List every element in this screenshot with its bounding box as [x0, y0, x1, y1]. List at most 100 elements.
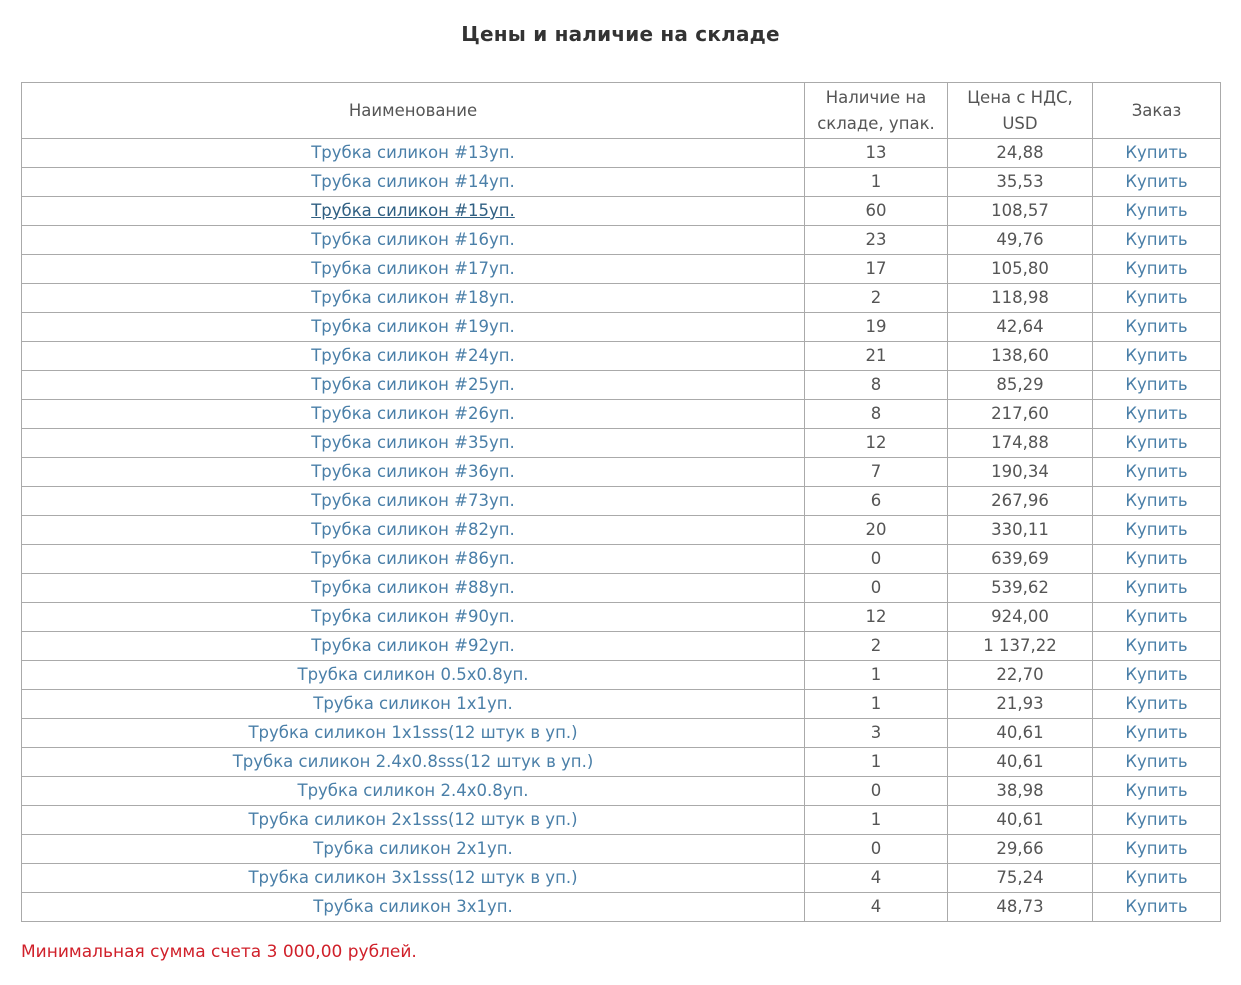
product-link[interactable]: Трубка силикон #92уп. — [311, 636, 515, 655]
table-header-row: Наименование Наличие на складе, упак. Це… — [21, 82, 1221, 139]
buy-link[interactable]: Купить — [1125, 549, 1188, 568]
table-row: Трубка силикон #82уп. 20 330,11 Купить — [21, 515, 1221, 545]
cell-price: 105,80 — [947, 254, 1093, 284]
product-link[interactable]: Трубка силикон #16уп. — [311, 230, 515, 249]
cell-stock: 7 — [804, 457, 948, 487]
product-link[interactable]: Трубка силикон #17уп. — [311, 259, 515, 278]
buy-link[interactable]: Купить — [1125, 839, 1188, 858]
product-link[interactable]: Трубка силикон #86уп. — [311, 549, 515, 568]
cell-name: Трубка силикон #18уп. — [21, 283, 805, 313]
cell-price: 174,88 — [947, 428, 1093, 458]
buy-link[interactable]: Купить — [1125, 172, 1188, 191]
buy-link[interactable]: Купить — [1125, 288, 1188, 307]
cell-order: Купить — [1092, 631, 1221, 661]
cell-price: 217,60 — [947, 399, 1093, 429]
header-stock: Наличие на складе, упак. — [804, 82, 948, 139]
cell-stock: 6 — [804, 486, 948, 516]
buy-link[interactable]: Купить — [1125, 433, 1188, 452]
cell-stock: 2 — [804, 283, 948, 313]
product-link[interactable]: Трубка силикон #15уп. — [311, 201, 515, 220]
buy-link[interactable]: Купить — [1125, 201, 1188, 220]
product-link[interactable]: Трубка силикон 3x1уп. — [313, 897, 513, 916]
product-link[interactable]: Трубка силикон 0.5x0.8уп. — [297, 665, 529, 684]
cell-price: 35,53 — [947, 167, 1093, 197]
product-link[interactable]: Трубка силикон 2x1sss(12 штук в уп.) — [248, 810, 578, 829]
cell-price: 85,29 — [947, 370, 1093, 400]
cell-name: Трубка силикон #92уп. — [21, 631, 805, 661]
cell-price: 1 137,22 — [947, 631, 1093, 661]
buy-link[interactable]: Купить — [1125, 143, 1188, 162]
cell-name: Трубка силикон #19уп. — [21, 312, 805, 342]
cell-order: Купить — [1092, 370, 1221, 400]
buy-link[interactable]: Купить — [1125, 752, 1188, 771]
table-row: Трубка силикон #36уп. 7 190,34 Купить — [21, 457, 1221, 487]
table-row: Трубка силикон #16уп. 23 49,76 Купить — [21, 225, 1221, 255]
buy-link[interactable]: Купить — [1125, 607, 1188, 626]
buy-link[interactable]: Купить — [1125, 723, 1188, 742]
cell-price: 138,60 — [947, 341, 1093, 371]
product-link[interactable]: Трубка силикон 1x1уп. — [313, 694, 513, 713]
cell-name: Трубка силикон #35уп. — [21, 428, 805, 458]
cell-order: Купить — [1092, 138, 1221, 168]
product-link[interactable]: Трубка силикон #18уп. — [311, 288, 515, 307]
product-link[interactable]: Трубка силикон #26уп. — [311, 404, 515, 423]
buy-link[interactable]: Купить — [1125, 259, 1188, 278]
cell-price: 639,69 — [947, 544, 1093, 574]
cell-name: Трубка силикон 1x1sss(12 штук в уп.) — [21, 718, 805, 748]
buy-link[interactable]: Купить — [1125, 491, 1188, 510]
product-link[interactable]: Трубка силикон 2x1уп. — [313, 839, 513, 858]
cell-name: Трубка силикон #13уп. — [21, 138, 805, 168]
product-link[interactable]: Трубка силикон #24уп. — [311, 346, 515, 365]
table-row: Трубка силикон #24уп. 21 138,60 Купить — [21, 341, 1221, 371]
cell-order: Купить — [1092, 196, 1221, 226]
buy-link[interactable]: Купить — [1125, 636, 1188, 655]
product-link[interactable]: Трубка силикон 2.4x0.8уп. — [297, 781, 529, 800]
product-link[interactable]: Трубка силикон #14уп. — [311, 172, 515, 191]
cell-stock: 0 — [804, 834, 948, 864]
buy-link[interactable]: Купить — [1125, 462, 1188, 481]
table-row: Трубка силикон 1x1sss(12 штук в уп.) 3 40,… — [21, 718, 1221, 748]
header-name: Наименование — [21, 82, 805, 139]
product-link[interactable]: Трубка силикон 3x1sss(12 штук в уп.) — [248, 868, 578, 887]
product-link[interactable]: Трубка силикон #25уп. — [311, 375, 515, 394]
cell-name: Трубка силикон #82уп. — [21, 515, 805, 545]
buy-link[interactable]: Купить — [1125, 317, 1188, 336]
buy-link[interactable]: Купить — [1125, 578, 1188, 597]
product-link[interactable]: Трубка силикон #36уп. — [311, 462, 515, 481]
cell-name: Трубка силикон #17уп. — [21, 254, 805, 284]
product-link[interactable]: Трубка силикон #19уп. — [311, 317, 515, 336]
table-row: Трубка силикон #13уп. 13 24,88 Купить — [21, 138, 1221, 168]
table-row: Трубка силикон 2x1уп. 0 29,66 Купить — [21, 834, 1221, 864]
buy-link[interactable]: Купить — [1125, 868, 1188, 887]
product-link[interactable]: Трубка силикон #88уп. — [311, 578, 515, 597]
cell-stock: 20 — [804, 515, 948, 545]
product-link[interactable]: Трубка силикон #35уп. — [311, 433, 515, 452]
cell-order: Купить — [1092, 544, 1221, 574]
buy-link[interactable]: Купить — [1125, 520, 1188, 539]
table-row: Трубка силикон 2x1sss(12 штук в уп.) 1 40,… — [21, 805, 1221, 835]
table-row: Трубка силикон #15уп. 60 108,57 Купить — [21, 196, 1221, 226]
cell-name: Трубка силикон #24уп. — [21, 341, 805, 371]
buy-link[interactable]: Купить — [1125, 897, 1188, 916]
product-link[interactable]: Трубка силикон #13уп. — [311, 143, 515, 162]
cell-name: Трубка силикон 2.4x0.8sss(12 штук в уп.) — [21, 747, 805, 777]
buy-link[interactable]: Купить — [1125, 346, 1188, 365]
product-link[interactable]: Трубка силикон #82уп. — [311, 520, 515, 539]
buy-link[interactable]: Купить — [1125, 375, 1188, 394]
buy-link[interactable]: Купить — [1125, 230, 1188, 249]
cell-stock: 1 — [804, 747, 948, 777]
buy-link[interactable]: Купить — [1125, 810, 1188, 829]
buy-link[interactable]: Купить — [1125, 694, 1188, 713]
cell-order: Купить — [1092, 863, 1221, 893]
product-link[interactable]: Трубка силикон #90уп. — [311, 607, 515, 626]
product-link[interactable]: Трубка силикон 1x1sss(12 штук в уп.) — [248, 723, 578, 742]
buy-link[interactable]: Купить — [1125, 404, 1188, 423]
buy-link[interactable]: Купить — [1125, 781, 1188, 800]
product-link[interactable]: Трубка силикон 2.4x0.8sss(12 штук в уп.) — [232, 752, 594, 771]
product-link[interactable]: Трубка силикон #73уп. — [311, 491, 515, 510]
header-order: Заказ — [1092, 82, 1221, 139]
buy-link[interactable]: Купить — [1125, 665, 1188, 684]
table-row: Трубка силикон #73уп. 6 267,96 Купить — [21, 486, 1221, 516]
cell-stock: 1 — [804, 689, 948, 719]
cell-order: Купить — [1092, 341, 1221, 371]
